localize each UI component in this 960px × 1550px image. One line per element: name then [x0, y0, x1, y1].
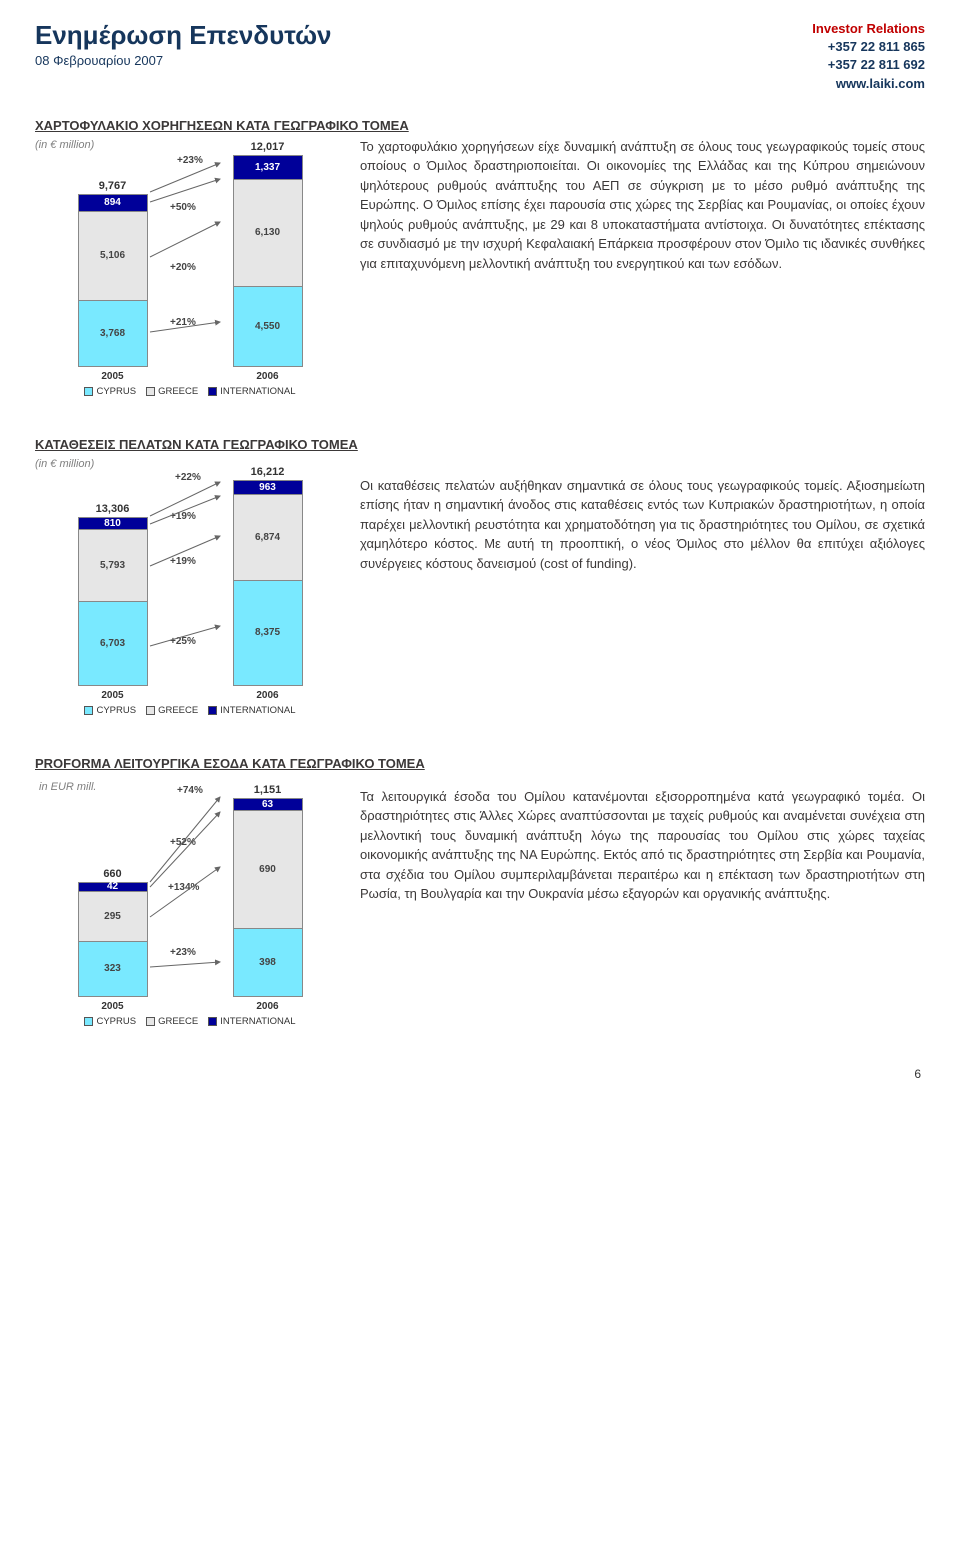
seg-international: 894	[79, 195, 147, 211]
seg-greece: 6,130	[234, 179, 302, 286]
annot-int: +19%	[170, 511, 196, 522]
seg-greece: 5,106	[79, 211, 147, 300]
bar-2006: 12,017 4,550 6,130 1,337	[228, 141, 308, 367]
legend: CYPRUS GREECE INTERNATIONAL	[35, 1016, 345, 1027]
axis-2005: 2005	[73, 371, 153, 382]
bar-total: 1,151	[254, 784, 282, 796]
bar-2005: 660 323 295 42	[73, 868, 153, 997]
page-title: Ενημέρωση Επενδυτών	[35, 20, 332, 51]
seg-greece: 295	[79, 891, 147, 941]
legend-swatch-cyprus	[84, 706, 93, 715]
legend-label: INTERNATIONAL	[220, 386, 295, 397]
seg-international: 42	[79, 883, 147, 891]
legend-label: INTERNATIONAL	[220, 705, 295, 716]
legend: CYPRUS GREECE INTERNATIONAL	[35, 705, 345, 716]
seg-cyprus: 323	[79, 941, 147, 996]
section1-title: ΧΑΡΤΟΦΥΛΑΚΙΟ ΧΟΡΗΓΗΣΕΩΝ ΚΑΤΑ ΓΕΩΓΡΑΦΙΚΟ …	[35, 118, 925, 133]
seg-cyprus: 6,703	[79, 601, 147, 685]
page-header: Ενημέρωση Επενδυτών 08 Φεβρουαρίου 2007 …	[35, 20, 925, 93]
seg-cyprus: 3,768	[79, 300, 147, 366]
axis-2005: 2005	[73, 690, 153, 701]
chart-lending: +23% +50% +20% +21% 9,7	[35, 157, 345, 397]
annot-greece: +19%	[170, 556, 196, 567]
annot-int: +50%	[170, 202, 196, 213]
bar-total: 12,017	[251, 141, 285, 153]
legend-swatch-cyprus	[84, 1017, 93, 1026]
bar-total: 13,306	[96, 503, 130, 515]
chart-proforma: in EUR mill. +74% +52% +134% +23%	[35, 787, 345, 1027]
axis-2006: 2006	[228, 371, 308, 382]
phone-1: +357 22 811 865	[812, 38, 925, 56]
website: www.laiki.com	[812, 75, 925, 93]
seg-cyprus: 8,375	[234, 580, 302, 685]
legend-swatch-intl	[208, 1017, 217, 1026]
annot-total: +23%	[177, 155, 203, 166]
section3-title: PROFORMA ΛΕΙΤΟΥΡΓΙΚΑ ΕΣΟΔΑ ΚΑΤΑ ΓΕΩΓΡΑΦΙ…	[35, 756, 925, 771]
legend-label: CYPRUS	[96, 1016, 136, 1027]
annot-greece: +20%	[170, 262, 196, 273]
legend-swatch-cyprus	[84, 387, 93, 396]
page-date: 08 Φεβρουαρίου 2007	[35, 53, 332, 68]
annot-total: +74%	[177, 785, 203, 796]
legend-label: INTERNATIONAL	[220, 1016, 295, 1027]
legend-label: CYPRUS	[96, 705, 136, 716]
axis-2006: 2006	[228, 1001, 308, 1012]
legend-label: GREECE	[158, 1016, 198, 1027]
section-deposits: ΚΑΤΑΘΕΣΕΙΣ ΠΕΛΑΤΩΝ ΚΑΤΑ ΓΕΩΓΡΑΦΙΚΟ ΤΟΜΕΑ…	[35, 437, 925, 716]
annot-cyprus: +25%	[170, 636, 196, 647]
seg-international: 1,337	[234, 156, 302, 179]
bar-2006: 1,151 398 690 63	[228, 784, 308, 997]
seg-international: 63	[234, 799, 302, 810]
legend-swatch-greece	[146, 1017, 155, 1026]
seg-greece: 5,793	[79, 529, 147, 601]
legend-label: GREECE	[158, 386, 198, 397]
legend-label: CYPRUS	[96, 386, 136, 397]
section2-unit: (in € million)	[35, 458, 94, 470]
bar-total: 9,767	[99, 180, 127, 192]
annot-cyprus: +23%	[170, 947, 196, 958]
seg-greece: 690	[234, 810, 302, 928]
seg-cyprus: 398	[234, 928, 302, 996]
axis-2006: 2006	[228, 690, 308, 701]
ir-title: Investor Relations	[812, 20, 925, 38]
bar-total: 660	[103, 868, 121, 880]
annot-total: +22%	[175, 472, 201, 483]
legend-swatch-greece	[146, 706, 155, 715]
section2-paragraph: Οι καταθέσεις πελατών αυξήθηκαν σημαντικ…	[360, 476, 925, 574]
legend-swatch-intl	[208, 387, 217, 396]
bar-2006: 16,212 8,375 6,874 963	[228, 466, 308, 686]
legend-label: GREECE	[158, 705, 198, 716]
seg-greece: 6,874	[234, 494, 302, 580]
phone-2: +357 22 811 692	[812, 56, 925, 74]
section-proforma: PROFORMA ΛΕΙΤΟΥΡΓΙΚΑ ΕΣΟΔΑ ΚΑΤΑ ΓΕΩΓΡΑΦΙ…	[35, 756, 925, 1027]
section1-unit: (in € million)	[35, 139, 94, 151]
seg-international: 963	[234, 481, 302, 494]
annot-cyprus: +21%	[170, 317, 196, 328]
section-lending-portfolio: ΧΑΡΤΟΦΥΛΑΚΙΟ ΧΟΡΗΓΗΣΕΩΝ ΚΑΤΑ ΓΕΩΓΡΑΦΙΚΟ …	[35, 118, 925, 397]
section3-paragraph: Τα λειτουργικά έσοδα του Ομίλου κατανέμο…	[360, 787, 925, 904]
axis-2005: 2005	[73, 1001, 153, 1012]
annot-int: +52%	[170, 837, 196, 848]
legend-swatch-greece	[146, 387, 155, 396]
legend-swatch-intl	[208, 706, 217, 715]
section1-paragraph: Το χαρτοφυλάκιο χορηγήσεων είχε δυναμική…	[360, 137, 925, 274]
page-number: 6	[35, 1067, 925, 1081]
bar-2005: 13,306 6,703 5,793 810	[73, 503, 153, 686]
bar-total: 16,212	[251, 466, 285, 478]
bar-2005: 9,767 3,768 5,106 894	[73, 180, 153, 367]
section2-title: ΚΑΤΑΘΕΣΕΙΣ ΠΕΛΑΤΩΝ ΚΑΤΑ ΓΕΩΓΡΑΦΙΚΟ ΤΟΜΕΑ	[35, 437, 925, 452]
legend: CYPRUS GREECE INTERNATIONAL	[35, 386, 345, 397]
annot-greece: +134%	[168, 882, 199, 893]
seg-international: 810	[79, 518, 147, 529]
chart-deposits: +22% +19% +19% +25% 13,306	[35, 476, 345, 716]
seg-cyprus: 4,550	[234, 286, 302, 366]
